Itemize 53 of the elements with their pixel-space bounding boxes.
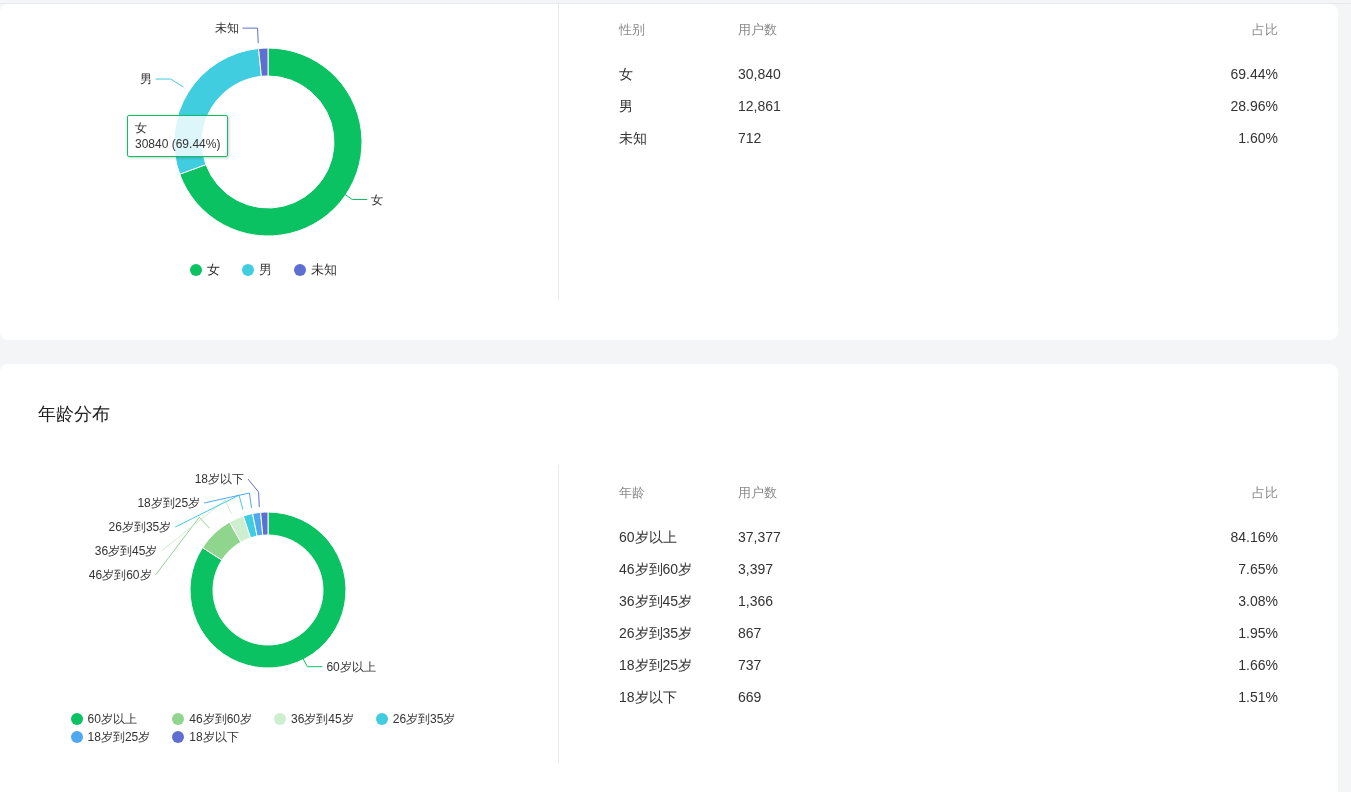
text: 12,861 — [738, 97, 781, 116]
text: 1.51% — [1238, 688, 1278, 707]
text: 737 — [738, 656, 762, 675]
text: 3.08% — [1238, 592, 1278, 611]
slice-label: 18岁到25岁 — [137, 496, 201, 510]
text: 669 — [738, 688, 762, 707]
legend-label: 18岁以下 — [189, 728, 239, 746]
legend-label: 36岁到45岁 — [291, 710, 354, 728]
text: 性别 — [619, 21, 645, 39]
legend-label: 18岁到25岁 — [87, 728, 151, 746]
text: 712 — [738, 129, 762, 148]
text: 占比 — [1252, 21, 1278, 39]
category-label: 60岁以上 — [619, 529, 677, 545]
slice-label: 男 — [139, 72, 152, 87]
category-label: 男 — [619, 98, 633, 114]
slice-label: 女 — [371, 192, 384, 207]
legend-label: 未知 — [310, 261, 337, 279]
category-label: 36岁到45岁 — [619, 593, 693, 609]
text: 女 30840 (69.44%) — [135, 120, 221, 152]
chart-title: 年龄分布 — [38, 403, 110, 426]
text: 3,397 — [738, 560, 774, 579]
text: 用户数 — [738, 21, 777, 39]
legend-label: 26岁到35岁 — [392, 710, 456, 728]
category-label: 未知 — [619, 130, 647, 146]
text: 1.95% — [1238, 624, 1278, 643]
text: 84.16% — [1230, 528, 1278, 547]
category-label: 18岁到25岁 — [619, 657, 693, 673]
text: 69.44% — [1230, 65, 1278, 84]
text: 30,840 — [738, 65, 781, 84]
text: 1,366 — [738, 592, 774, 611]
text: 867 — [738, 624, 762, 643]
text: 用户数 — [738, 484, 777, 502]
slice-label: 36岁到45岁 — [94, 544, 158, 558]
slice-label: 46岁到60岁 — [88, 568, 152, 582]
text: 占比 — [1252, 484, 1278, 502]
legend-label: 男 — [258, 261, 272, 279]
text: 37,377 — [738, 528, 781, 547]
slice-label: 60岁以上 — [326, 659, 376, 674]
text: 年龄 — [619, 484, 645, 502]
slice-label: 18岁以下 — [194, 472, 244, 486]
slice-label: 未知 — [214, 21, 239, 36]
text: 7.65% — [1238, 560, 1278, 579]
legend-label: 60岁以上 — [87, 710, 137, 728]
text: 1.60% — [1238, 129, 1278, 148]
category-label: 26岁到35岁 — [619, 625, 693, 641]
legend-label: 46岁到60岁 — [189, 710, 252, 728]
text: 1.66% — [1238, 656, 1278, 675]
text: 28.96% — [1230, 97, 1278, 116]
slice-label: 26岁到35岁 — [108, 520, 172, 534]
category-label: 女 — [619, 66, 633, 82]
category-label: 18岁以下 — [619, 689, 677, 705]
category-label: 46岁到60岁 — [619, 561, 693, 577]
legend-label: 女 — [206, 261, 220, 279]
